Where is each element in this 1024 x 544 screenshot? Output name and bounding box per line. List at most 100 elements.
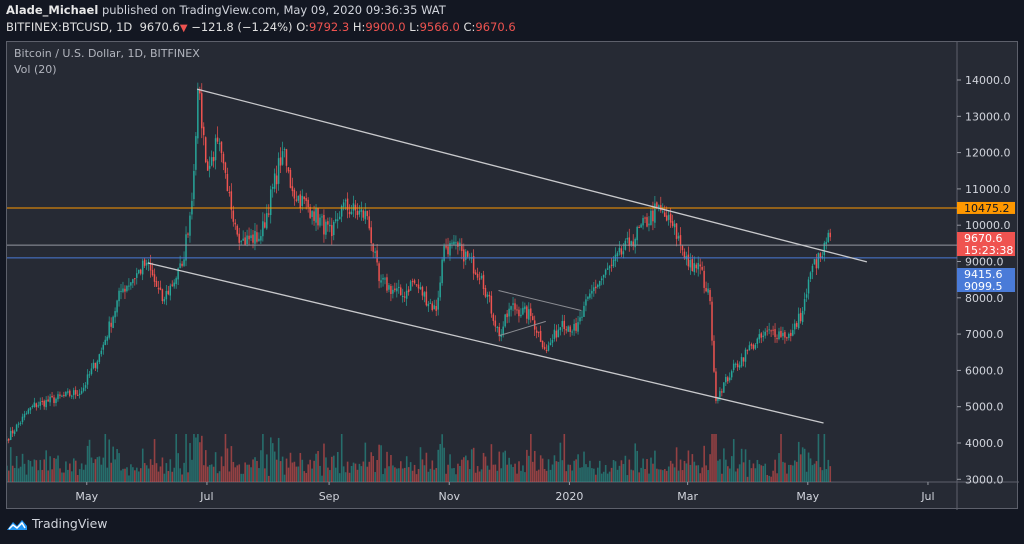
candle-body — [439, 282, 441, 298]
volume-bar — [734, 471, 737, 482]
volume-bar — [179, 468, 181, 482]
volume-bar — [768, 475, 770, 482]
volume-bar — [721, 473, 723, 482]
candle-body — [134, 278, 136, 280]
volume-bar — [327, 467, 329, 482]
volume-bar — [104, 434, 107, 482]
candle-body — [348, 211, 351, 215]
volume-bar — [593, 468, 595, 482]
candle-body — [602, 274, 605, 278]
candle-body — [262, 221, 264, 237]
candle-body — [319, 217, 321, 226]
volume-bar — [459, 466, 461, 482]
candle-body — [411, 281, 414, 283]
volume-bar — [305, 472, 308, 482]
volume-bar — [813, 463, 816, 482]
volume-bar — [468, 469, 471, 482]
volume-bar — [143, 463, 146, 482]
candle-body — [356, 210, 359, 216]
candle-body — [616, 252, 619, 257]
candle-body — [72, 390, 75, 396]
candle-body — [203, 126, 205, 136]
chart-panel[interactable]: 14000.0 13000.0 12000.0 11000.0 10000.0 9000.… — [6, 41, 1019, 510]
volume-bar — [106, 467, 109, 482]
candle-body — [78, 393, 81, 395]
volume-bar — [764, 463, 767, 482]
candle-body — [230, 191, 233, 210]
volume-bar — [610, 467, 613, 482]
volume-bar — [427, 471, 430, 482]
candle-body — [537, 331, 540, 333]
volume-bar — [559, 442, 562, 482]
candle-body — [654, 203, 656, 223]
volume-bar — [528, 455, 530, 482]
x-tick-label: Jul — [920, 490, 934, 503]
candle-body — [65, 391, 67, 397]
volume-bar — [537, 469, 540, 482]
volume-bar — [376, 459, 378, 482]
candle-body — [703, 270, 705, 288]
author[interactable]: Alade_Michael — [6, 3, 99, 17]
candle-body — [604, 269, 607, 275]
volume-bar — [539, 455, 542, 482]
candle-body — [336, 219, 339, 221]
candle-body — [474, 272, 477, 275]
volume-bar — [216, 473, 219, 482]
volume-bar — [228, 471, 231, 482]
volume-bar — [331, 456, 333, 482]
candle-body — [82, 387, 85, 391]
volume-bar — [472, 447, 475, 482]
volume-bar — [478, 471, 481, 482]
low-value: 9566.0 — [419, 20, 460, 34]
legend-title: Bitcoin / U.S. Dollar, 1D, BITFINEX — [14, 47, 200, 60]
volume-bar — [199, 442, 201, 482]
volume-bar — [583, 451, 585, 482]
tradingview-logo[interactable]: TradingView — [6, 516, 108, 531]
candle-body — [679, 235, 682, 246]
y-tick-label: 10000.0 — [965, 219, 1011, 232]
candle-body — [151, 269, 154, 276]
candle-body — [465, 251, 467, 260]
candle-body — [173, 282, 175, 287]
candle-body — [165, 290, 168, 300]
volume-bar — [797, 441, 800, 482]
volume-bar — [482, 452, 485, 482]
candle-body — [466, 251, 469, 257]
volume-bar — [807, 452, 810, 482]
candle-body — [762, 335, 764, 338]
candle-body — [713, 340, 715, 372]
candle-body — [29, 407, 32, 411]
candle-body — [256, 232, 258, 242]
candle-body — [325, 221, 327, 235]
candle-body — [790, 332, 792, 336]
candle-body — [163, 299, 166, 302]
volume-bar — [474, 472, 477, 482]
candle-body — [43, 400, 45, 407]
candle-body — [734, 363, 737, 365]
volume-bar — [597, 467, 599, 482]
volume-bar — [378, 444, 380, 482]
volume-bar — [681, 470, 684, 482]
volume-bar — [303, 471, 306, 482]
volume-bar — [622, 463, 625, 482]
volume-bar — [675, 447, 678, 482]
candle-body — [648, 223, 650, 226]
candle-body — [171, 284, 173, 286]
volume-bar — [175, 434, 178, 482]
candle-body — [758, 334, 761, 340]
volume-bar — [258, 468, 260, 482]
candle-body — [805, 294, 808, 298]
volume-bar — [134, 470, 136, 482]
last-price: 9670.6 — [139, 20, 180, 34]
volume-bar — [612, 460, 615, 482]
volume-bar — [754, 468, 757, 482]
volume-bar — [283, 474, 286, 482]
candle-body — [669, 213, 672, 223]
candle-body — [218, 143, 221, 145]
candle-body — [754, 344, 757, 349]
volume-bar — [266, 454, 268, 482]
price-label-bg — [957, 280, 1015, 292]
candle-body — [400, 287, 402, 296]
price-chart[interactable]: 14000.0 13000.0 12000.0 11000.0 10000.0 9000.… — [7, 42, 1019, 510]
volume-bar — [443, 447, 445, 482]
